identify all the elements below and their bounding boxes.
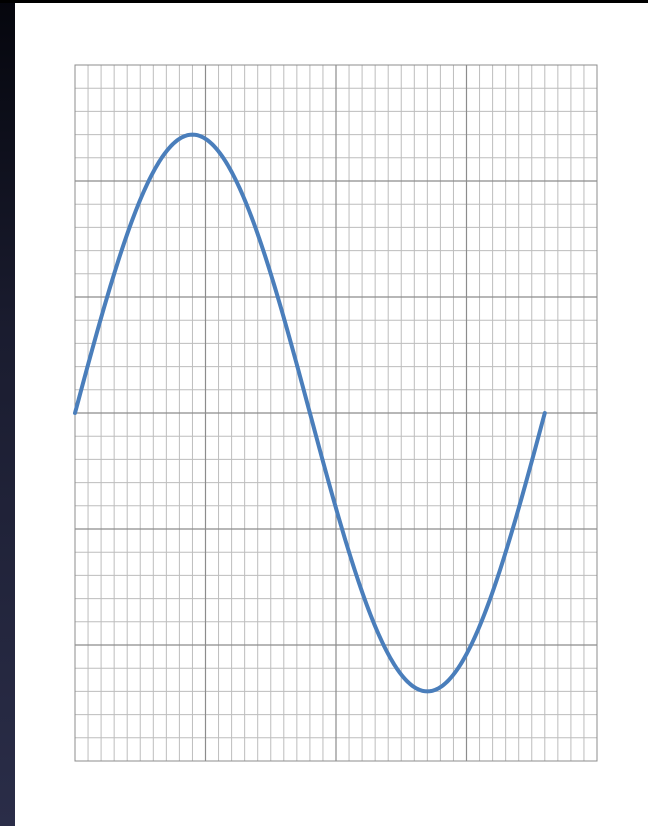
left-edge-shading [0,0,15,826]
sine-series-line [73,132,547,694]
major-grid [75,65,597,761]
top-edge-shading [0,0,648,3]
series-layer [73,132,547,694]
